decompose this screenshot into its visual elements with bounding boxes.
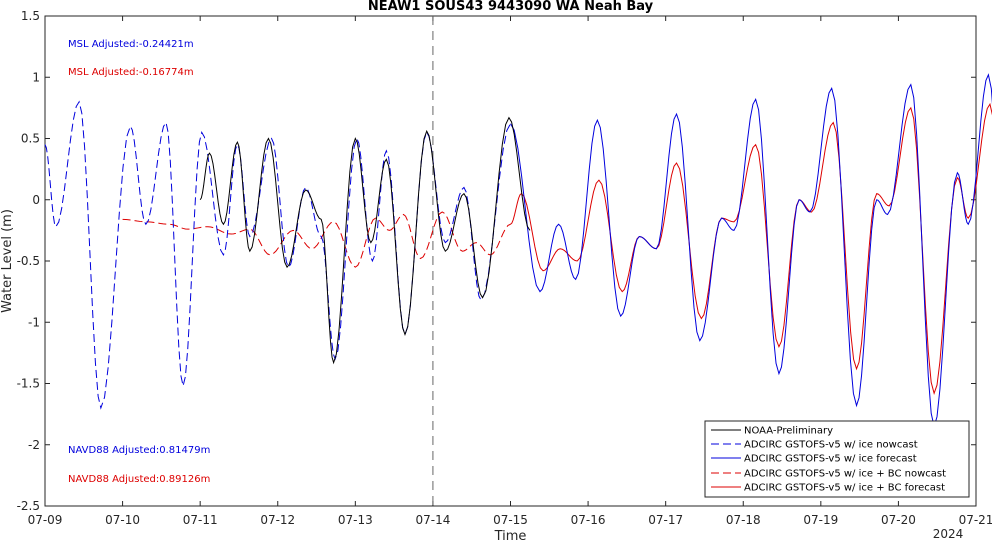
chart-title: NEAW1 SOUS43 9443090 WA Neah Bay: [368, 0, 654, 14]
y-axis-label: Water Level (m): [0, 209, 15, 313]
x-tick-label: 07-10: [105, 513, 140, 527]
y-tick-label: -1: [28, 315, 40, 329]
series-gstofs-forecast: [510, 73, 992, 429]
y-tick-label: -1.5: [17, 377, 40, 391]
x-tick-label: 07-15: [493, 513, 528, 527]
x-axis-label: Time: [494, 529, 527, 541]
navd88-adjusted-nowcast-annotation: NAVD88 Adjusted:0.81479m: [68, 445, 210, 456]
msl-adjusted-nowcast-annotation: MSL Adjusted:-0.24421m: [68, 39, 194, 50]
legend-label-noaa: NOAA-Preliminary: [744, 426, 833, 437]
x-tick-label: 07-21: [959, 513, 992, 527]
msl-adjusted-bc-annotation: MSL Adjusted:-0.16774m: [68, 67, 194, 78]
y-tick-label: 0: [32, 193, 40, 207]
legend: NOAA-Preliminary ADCIRC GSTOFS-v5 w/ ice…: [704, 420, 970, 498]
legend-label-gstofs-nowcast: ADCIRC GSTOFS-v5 w/ ice nowcast: [744, 440, 918, 451]
legend-label-bc-nowcast: ADCIRC GSTOFS-v5 w/ ice + BC nowcast: [744, 469, 946, 480]
legend-label-gstofs-forecast: ADCIRC GSTOFS-v5 w/ ice forecast: [744, 454, 917, 465]
y-tick-label: -2.5: [17, 499, 40, 513]
series-bc-nowcast: [122, 211, 511, 268]
axis-ticks: 07-09 07-10 07-11 07-12 07-13 07-14 07-15 07-16…: [17, 9, 992, 527]
navd88-adjusted-bc-annotation: NAVD88 Adjusted:0.89126m: [68, 474, 210, 485]
y-tick-label: 1.5: [21, 9, 40, 23]
y-tick-label: 0.5: [21, 132, 40, 146]
y-tick-label: 1: [32, 70, 40, 84]
x-tick-label: 07-14: [415, 513, 450, 527]
x-tick-label: 07-17: [648, 513, 683, 527]
year-label: 2024: [933, 527, 964, 541]
legend-box: [704, 420, 970, 498]
x-tick-label: 07-11: [183, 513, 218, 527]
x-tick-label: 07-13: [338, 513, 373, 527]
x-tick-label: 07-12: [260, 513, 295, 527]
x-tick-label: 07-19: [803, 513, 838, 527]
series-noaa-preliminary: [199, 116, 531, 365]
x-tick-label: 07-18: [726, 513, 761, 527]
y-tick-label: -0.5: [17, 254, 40, 268]
x-tick-label: 07-16: [571, 513, 606, 527]
y-tick-label: -2: [28, 438, 40, 452]
x-tick-label: 07-09: [28, 513, 63, 527]
legend-label-bc-forecast: ADCIRC GSTOFS-v5 w/ ice + BC forecast: [744, 483, 945, 494]
x-tick-label: 07-20: [881, 513, 916, 527]
data-series: [44, 73, 992, 429]
